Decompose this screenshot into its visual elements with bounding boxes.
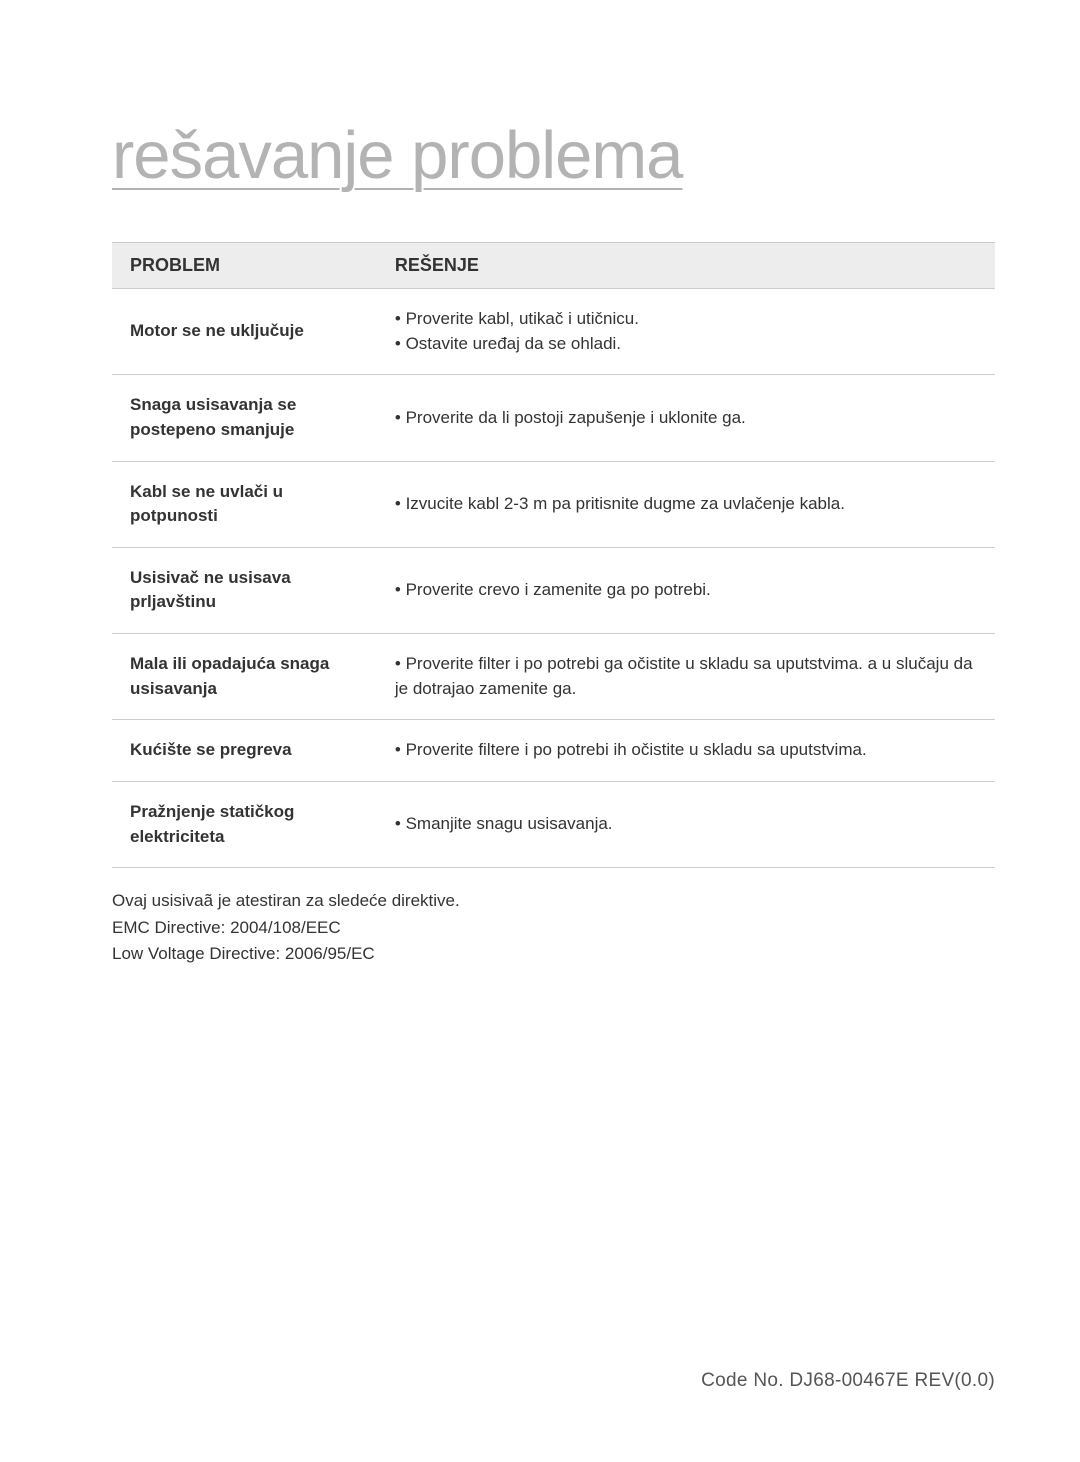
footer-line: Low Voltage Directive: 2006/95/EC — [112, 941, 995, 967]
table-row: Mala ili opadajuća snaga usisavanja • Pr… — [112, 634, 995, 720]
header-problem: PROBLEM — [112, 243, 377, 289]
table-row: Kućište se pregreva • Proverite filtere … — [112, 720, 995, 782]
problem-cell: Kabl se ne uvlači u potpunosti — [112, 461, 377, 547]
code-number: Code No. DJ68-00467E REV(0.0) — [701, 1370, 995, 1392]
problem-cell: Usisivač ne usisava prljavštinu — [112, 547, 377, 633]
solution-cell: • Izvucite kabl 2-3 m pa pritisnite dugm… — [377, 461, 995, 547]
solution-cell: • Proverite filtere i po potrebi ih očis… — [377, 720, 995, 782]
problem-cell: Mala ili opadajuća snaga usisavanja — [112, 634, 377, 720]
page-title: rešavanje problema — [112, 117, 995, 194]
problem-cell: Kućište se pregreva — [112, 720, 377, 782]
solution-cell: • Proverite filter i po potrebi ga očist… — [377, 634, 995, 720]
table-header-row: PROBLEM REŠENJE — [112, 243, 995, 289]
problem-cell: Pražnjenje statičkog elektriciteta — [112, 782, 377, 868]
table-row: Pražnjenje statičkog elektriciteta • Sma… — [112, 782, 995, 868]
header-solution: REŠENJE — [377, 243, 995, 289]
table-row: Usisivač ne usisava prljavštinu • Prover… — [112, 547, 995, 633]
table-row: Snaga usisavanja se postepeno smanjuje •… — [112, 375, 995, 461]
problem-cell: Motor se ne uključuje — [112, 289, 377, 375]
solution-cell: • Proverite crevo i zamenite ga po potre… — [377, 547, 995, 633]
problem-cell: Snaga usisavanja se postepeno smanjuje — [112, 375, 377, 461]
footer-line: EMC Directive: 2004/108/EEC — [112, 915, 995, 941]
solution-cell: • Proverite kabl, utikač i utičnicu. • O… — [377, 289, 995, 375]
troubleshoot-table: PROBLEM REŠENJE Motor se ne uključuje • … — [112, 242, 995, 868]
table-row: Kabl se ne uvlači u potpunosti • Izvucit… — [112, 461, 995, 547]
solution-cell: • Smanjite snagu usisavanja. — [377, 782, 995, 868]
solution-cell: • Proverite da li postoji zapušenje i uk… — [377, 375, 995, 461]
table-row: Motor se ne uključuje • Proverite kabl, … — [112, 289, 995, 375]
footer-line: Ovaj usisivaã je atestiran za sledeće di… — [112, 888, 995, 914]
footer-note: Ovaj usisivaã je atestiran za sledeće di… — [112, 888, 995, 967]
